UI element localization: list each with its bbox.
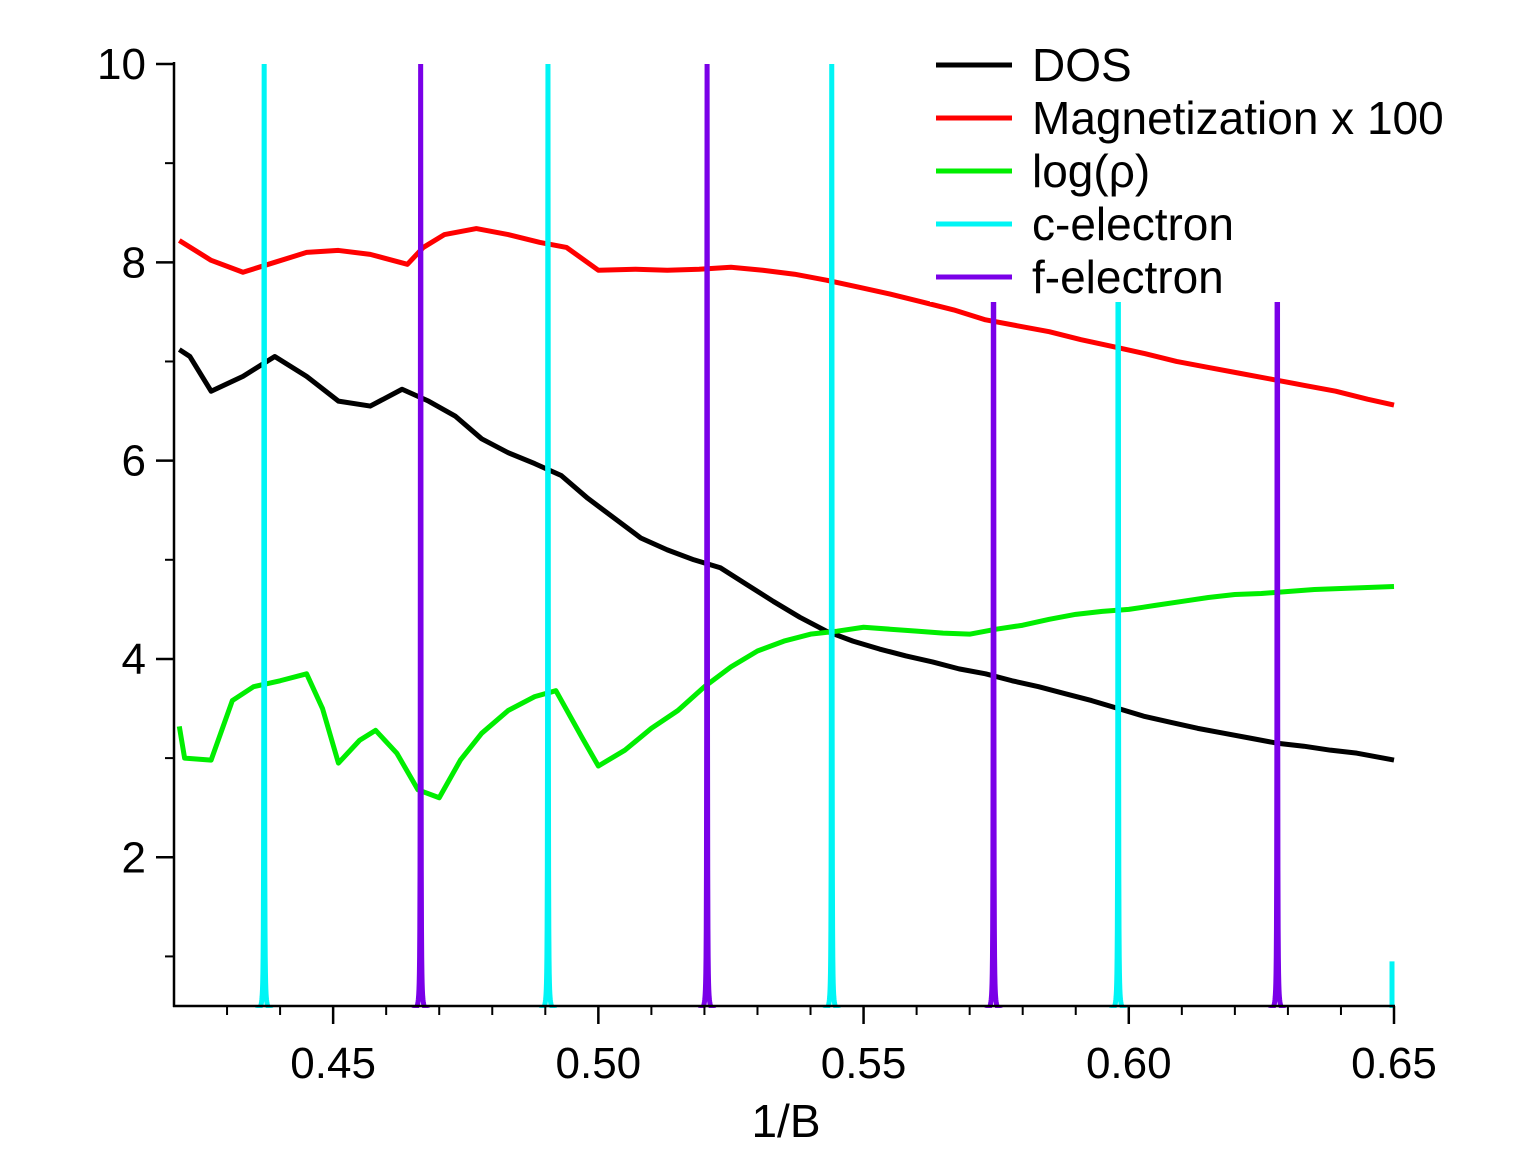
legend-label-f-electron: f-electron [1032,251,1224,303]
legend-background [930,40,1510,302]
legend-label-c-electron: c-electron [1032,198,1234,250]
legend-label-dos: DOS [1032,39,1132,91]
axes: 2 4 6 8 10 0.45 0.50 0.55 0.60 0.65 [97,40,1437,1088]
series-line-dos [177,347,1395,763]
legend-label-magnetization-x-100: Magnetization x 100 [1032,92,1444,144]
y-tick-label: 8 [122,238,146,287]
series-line-magnetization-x-100 [177,226,1395,408]
x-tick-label: 0.50 [556,1039,642,1088]
y-tick-label: 2 [122,833,146,882]
y-tick-label: 10 [97,40,146,89]
peak-f-electron [697,64,717,1008]
x-tick-label: 0.45 [290,1039,376,1088]
y-tick-label: 4 [122,635,146,684]
y-tick-label: 6 [122,437,146,486]
peak-f-electron [410,64,431,1008]
x-tick-label: 0.55 [821,1039,907,1088]
x-axis-title: 1/B [751,1095,820,1147]
peak-c-electron [538,64,558,1008]
series-layer [176,64,1395,1008]
legend-label-log: log(ρ) [1032,145,1150,197]
peak-c-electron [254,64,274,1008]
series-line-log [176,584,1395,801]
x-tick-label: 0.65 [1351,1039,1437,1088]
x-tick-label: 0.60 [1086,1039,1172,1088]
peak-c-electron [822,64,842,1008]
